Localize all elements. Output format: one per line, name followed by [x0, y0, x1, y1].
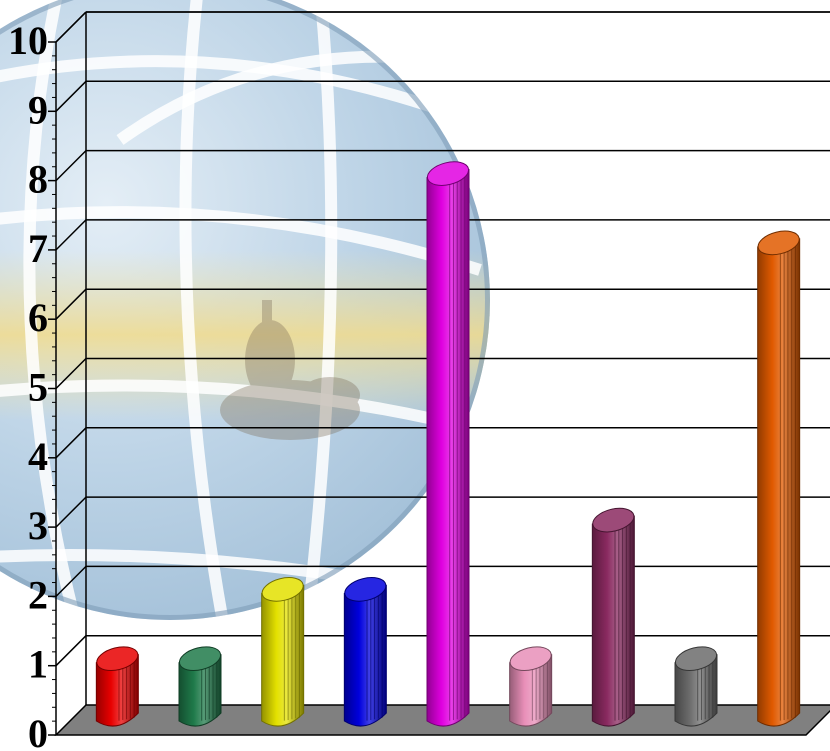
- bar: [178, 646, 222, 727]
- y-tick-label: 8: [28, 157, 48, 202]
- y-tick-label: 9: [28, 87, 48, 132]
- globe-watermark-image: [0, 0, 490, 620]
- bar-body: [674, 654, 718, 727]
- bar-cap: [757, 230, 800, 256]
- bar: [757, 230, 801, 727]
- bar: [343, 577, 387, 727]
- side-gridline: [55, 635, 87, 667]
- bar: [509, 646, 553, 727]
- bar-body: [757, 238, 801, 727]
- bar-body: [95, 654, 139, 727]
- bar-cap: [344, 577, 387, 602]
- bar-body: [343, 584, 387, 727]
- bar-body: [591, 515, 635, 727]
- bar-body: [509, 654, 553, 727]
- bar: [674, 646, 718, 727]
- side-gridline: [55, 496, 87, 528]
- bar: [261, 577, 305, 727]
- y-axis: 0 1 2 3 4 5 6 7 8 9 10: [8, 18, 56, 751]
- y-tick-label: 5: [28, 365, 48, 410]
- bar: [591, 507, 635, 727]
- bars: [95, 161, 801, 727]
- bar-cap: [592, 507, 635, 533]
- bar-cap: [426, 161, 470, 186]
- side-gridline: [55, 565, 87, 597]
- side-gridline: [55, 150, 87, 182]
- bar-cap: [674, 646, 718, 672]
- bar-body: [178, 654, 222, 727]
- side-gridline: [55, 11, 87, 43]
- y-tick-label: 7: [28, 226, 48, 271]
- side-gridline: [55, 427, 87, 459]
- bar-cap: [96, 646, 139, 672]
- y-tick-label: 10: [8, 18, 48, 63]
- y-tick-label: 4: [28, 434, 48, 479]
- bar-cap: [261, 577, 304, 602]
- bar: [95, 646, 139, 727]
- bar-cap: [509, 646, 552, 672]
- y-tick-label: 6: [28, 295, 48, 340]
- side-gridline: [55, 219, 87, 251]
- side-gridline: [55, 288, 87, 320]
- y-tick-label: 3: [28, 503, 48, 548]
- bar-body: [426, 168, 470, 727]
- y-tick-label: 2: [28, 572, 48, 617]
- y-tick-label: 0: [28, 711, 48, 751]
- side-gridline: [55, 357, 87, 390]
- y-tick-label: 1: [28, 642, 48, 687]
- bar-cap: [178, 646, 222, 672]
- side-gridline: [55, 80, 87, 112]
- bar-body: [261, 584, 305, 727]
- bar: [426, 161, 470, 727]
